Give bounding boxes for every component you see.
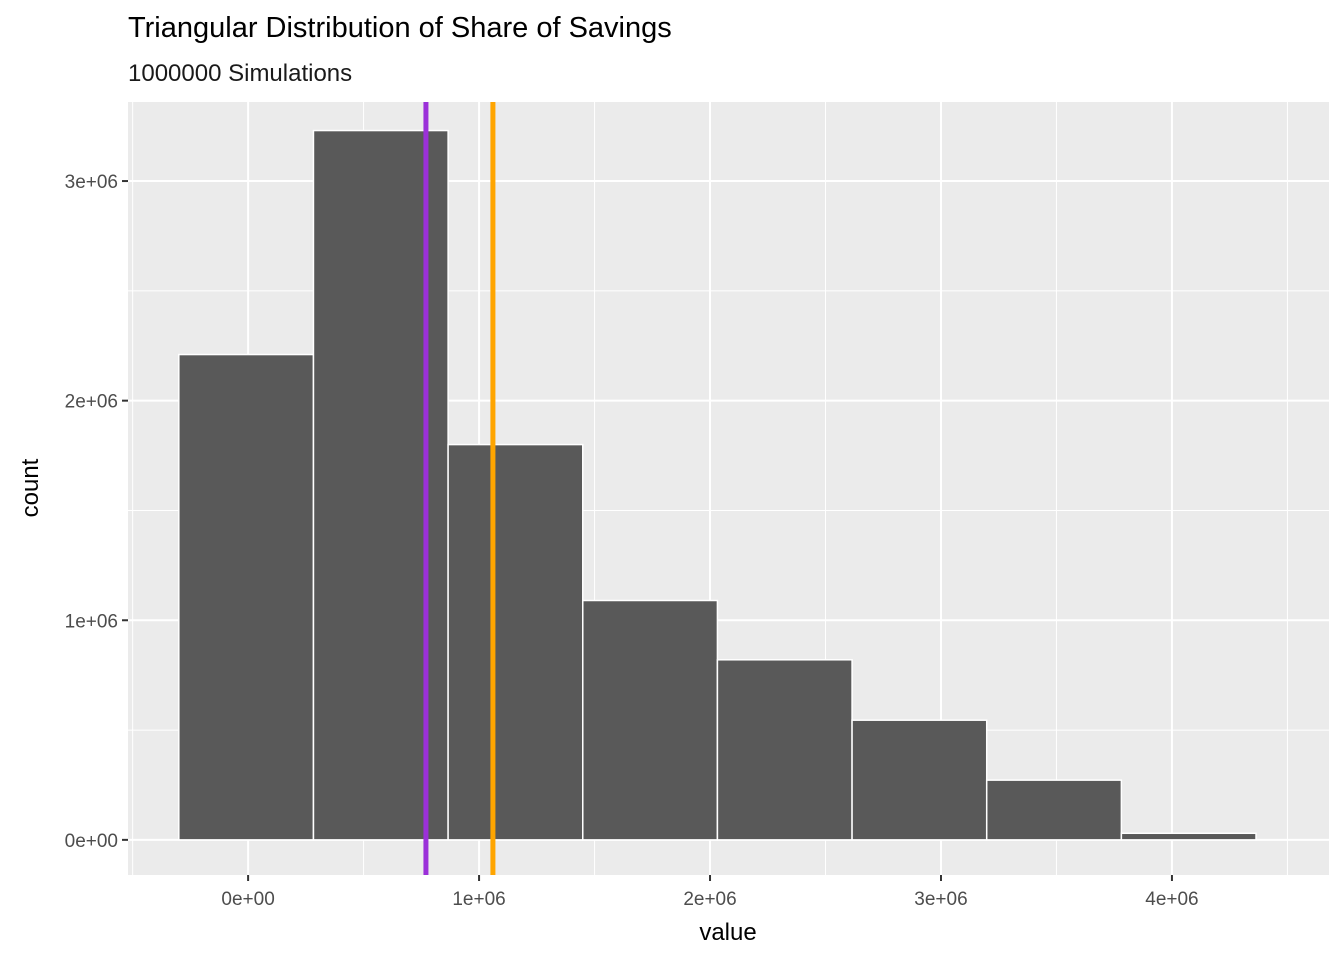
- histogram-bar: [447, 443, 584, 841]
- histogram-bar: [582, 599, 719, 841]
- chart-title: Triangular Distribution of Share of Savi…: [128, 12, 672, 44]
- x-tick-label: 0e+00: [221, 889, 274, 910]
- x-axis-title: value: [699, 919, 756, 946]
- y-axis-title: count: [17, 458, 44, 517]
- x-tick-label: 2e+06: [683, 889, 736, 910]
- y-tick-label: 3e+06: [65, 172, 118, 193]
- x-tick-label: 4e+06: [1145, 889, 1198, 910]
- y-tick-label: 0e+00: [65, 831, 118, 852]
- histogram-bar: [851, 719, 988, 841]
- histogram-bar: [716, 659, 853, 841]
- x-axis: 0e+00 1e+06 2e+06 3e+06 4e+06: [221, 875, 1199, 910]
- x-tick-label: 3e+06: [914, 889, 967, 910]
- y-axis: 0e+00 1e+06 2e+06 3e+06: [65, 172, 128, 852]
- x-tick-label: 1e+06: [452, 889, 505, 910]
- y-tick-label: 1e+06: [65, 611, 118, 632]
- histogram-bar: [985, 779, 1123, 841]
- histogram-bar: [1120, 832, 1257, 841]
- histogram-bar: [178, 353, 315, 841]
- y-tick-label: 2e+06: [65, 392, 118, 413]
- reference-lines: [423, 102, 496, 875]
- chart-subtitle: 1000000 Simulations: [128, 60, 353, 87]
